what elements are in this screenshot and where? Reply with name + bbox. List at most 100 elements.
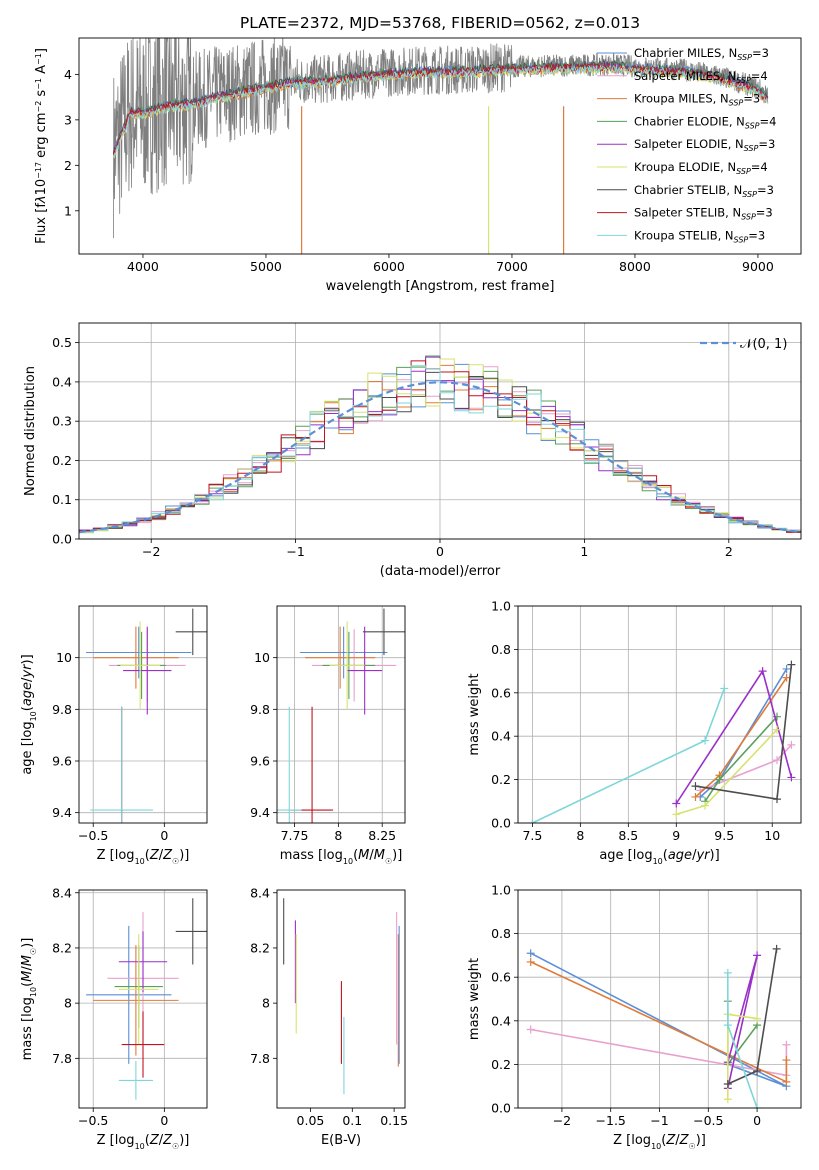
x-tick-label: 8000: [619, 259, 651, 274]
legend-entry: Chabrier MILES, NSSP=3: [634, 46, 769, 62]
errorbar-point: [329, 621, 365, 710]
plot-area: [277, 608, 405, 823]
x-tick-label: 9.5: [714, 828, 734, 843]
weight-marker: [526, 949, 535, 958]
weight-marker: [715, 775, 724, 784]
y-axis-label: Flux [fλ10−17 erg cm−2 s−1 A−1]: [34, 48, 50, 244]
axes-frame: [78, 605, 208, 824]
y-tick-label: 8.2: [52, 940, 72, 955]
y-tick-label: 0.4: [52, 374, 72, 389]
y-tick-label: 0.3: [52, 414, 72, 429]
y-tick-label: 0.6: [491, 685, 511, 700]
errorbar-point: [362, 608, 405, 656]
weight-marker: [723, 1095, 732, 1104]
errorbar-point: [121, 1011, 165, 1078]
y-tick-label: 7.8: [52, 1051, 72, 1066]
x-axis-label: Z [log10(Z/Z☉)]: [97, 1133, 190, 1151]
weight-marker: [773, 756, 782, 765]
errorbar-point: [118, 934, 159, 1045]
weight-marker: [526, 1025, 535, 1034]
errorbar-point: [277, 706, 302, 823]
weight-marker: [787, 773, 796, 782]
weight-marker: [753, 1104, 762, 1108]
y-tick-label: 0.4: [491, 1013, 511, 1028]
x-axis-label: mass [log10(M/M☉)]: [280, 848, 403, 866]
errorbar-point: [175, 608, 207, 656]
x-tick-label: 9: [672, 828, 680, 843]
x-tick-label: −1: [650, 1113, 668, 1128]
x-tick-label: 0.15: [380, 1113, 408, 1128]
weight-marker: [787, 740, 796, 749]
errorbar-point: [86, 626, 192, 679]
y-tick-label: 0.6: [491, 970, 511, 985]
x-tick-label: −1.5: [596, 1113, 626, 1128]
reference-legend-label: 𝒩(0, 1): [740, 337, 787, 352]
residual-histogram: [79, 365, 801, 533]
y-tick-label: 9.6: [52, 754, 72, 769]
x-tick-label: 7.5: [522, 828, 542, 843]
y-axis-label: Normed distribution: [23, 366, 38, 496]
x-tick-label: −0.5: [693, 1113, 723, 1128]
weight-line: [727, 948, 778, 1085]
y-tick-label: 3: [64, 112, 72, 127]
y-tick-label: 10: [56, 650, 72, 665]
y-tick-label: 0.0: [491, 1101, 511, 1116]
plot-area: [79, 355, 801, 534]
errorbar-point: [175, 898, 207, 965]
x-axis-label: age [log10(age/yr)]: [599, 848, 719, 866]
errorbar-point: [118, 931, 168, 993]
y-tick-label: 1.0: [491, 599, 511, 614]
errorbar-point: [305, 626, 376, 689]
y-tick-label: 0.0: [491, 816, 511, 831]
y-axis-label: age [log10(age/yr)]: [20, 654, 38, 774]
y-tick-label: 9.8: [52, 702, 72, 717]
errorbar-point: [93, 626, 179, 689]
x-tick-label: −0.5: [78, 828, 108, 843]
axes-frame: [276, 605, 406, 824]
x-tick-label: 2: [725, 544, 733, 559]
y-axis-label: mass weight: [467, 673, 482, 755]
weight-vs-metallicity-panel: −2 −1.5 −1 −0.5 0 0.0 0.2 0.4 0.6 0.8 1.0 Z [log10(…: [467, 883, 802, 1151]
y-tick-label: 0.4: [491, 729, 511, 744]
weight-marker: [773, 795, 782, 804]
axes-frame: [276, 889, 406, 1109]
weight-vs-age-panel: 7.5 8 8.5 9 9.5 10 0.0 0.2 0.4 0.6 0.8 1.0 age [log1…: [467, 599, 802, 866]
weight-marker: [753, 1066, 762, 1075]
plot-area: [86, 898, 207, 1100]
x-tick-label: −2: [553, 1113, 571, 1128]
weight-marker: [526, 957, 535, 966]
y-tick-label: 7.8: [250, 1051, 270, 1066]
weight-line: [694, 677, 788, 798]
weight-marker: [672, 799, 681, 808]
y-tick-label: 0.8: [491, 926, 511, 941]
x-tick-label: 0: [753, 1113, 761, 1128]
legend-entry: Chabrier ELODIE, NSSP=4: [634, 114, 776, 130]
weight-marker: [528, 819, 537, 823]
legend-entry: Kroupa MILES, NSSP=3: [634, 92, 760, 108]
x-tick-label: −2: [142, 544, 160, 559]
age-vs-metallicity-panel: −0.5 0 9.4 9.6 9.8 10 Z [log10(Z/Z☉)] age [log1…: [20, 605, 208, 866]
weight-marker: [723, 1021, 732, 1030]
y-tick-label: 9.6: [250, 754, 270, 769]
y-tick-label: 4: [64, 67, 72, 82]
x-tick-label: 8: [334, 828, 342, 843]
x-tick-label: 8: [576, 828, 584, 843]
y-tick-label: 0.0: [52, 532, 72, 547]
spectrum-panel: 4000 5000 6000 7000 8000 9000 1 2 3 4 wavelength […: [34, 37, 802, 294]
y-tick-label: 0.2: [52, 453, 72, 468]
y-tick-label: 0.2: [491, 1057, 511, 1072]
x-axis-label: wavelength [Angstrom, rest frame]: [326, 279, 555, 294]
x-tick-label: 0: [436, 544, 444, 559]
axes-frame: [517, 889, 802, 1109]
weight-line: [530, 952, 787, 1087]
weight-marker: [758, 667, 767, 676]
x-tick-label: 0: [160, 1113, 168, 1128]
weight-marker: [701, 736, 710, 745]
age-vs-mass-panel: 7.75 8 8.25 9.4 9.6 9.8 10 mass [log10(M/M☉)]: [250, 605, 406, 866]
weight-marker: [723, 968, 732, 977]
x-tick-label: −1: [286, 544, 304, 559]
weight-marker: [753, 1014, 762, 1023]
normal-reference-curve: [79, 381, 801, 534]
weight-line: [727, 972, 758, 1108]
y-tick-label: 0.8: [491, 642, 511, 657]
